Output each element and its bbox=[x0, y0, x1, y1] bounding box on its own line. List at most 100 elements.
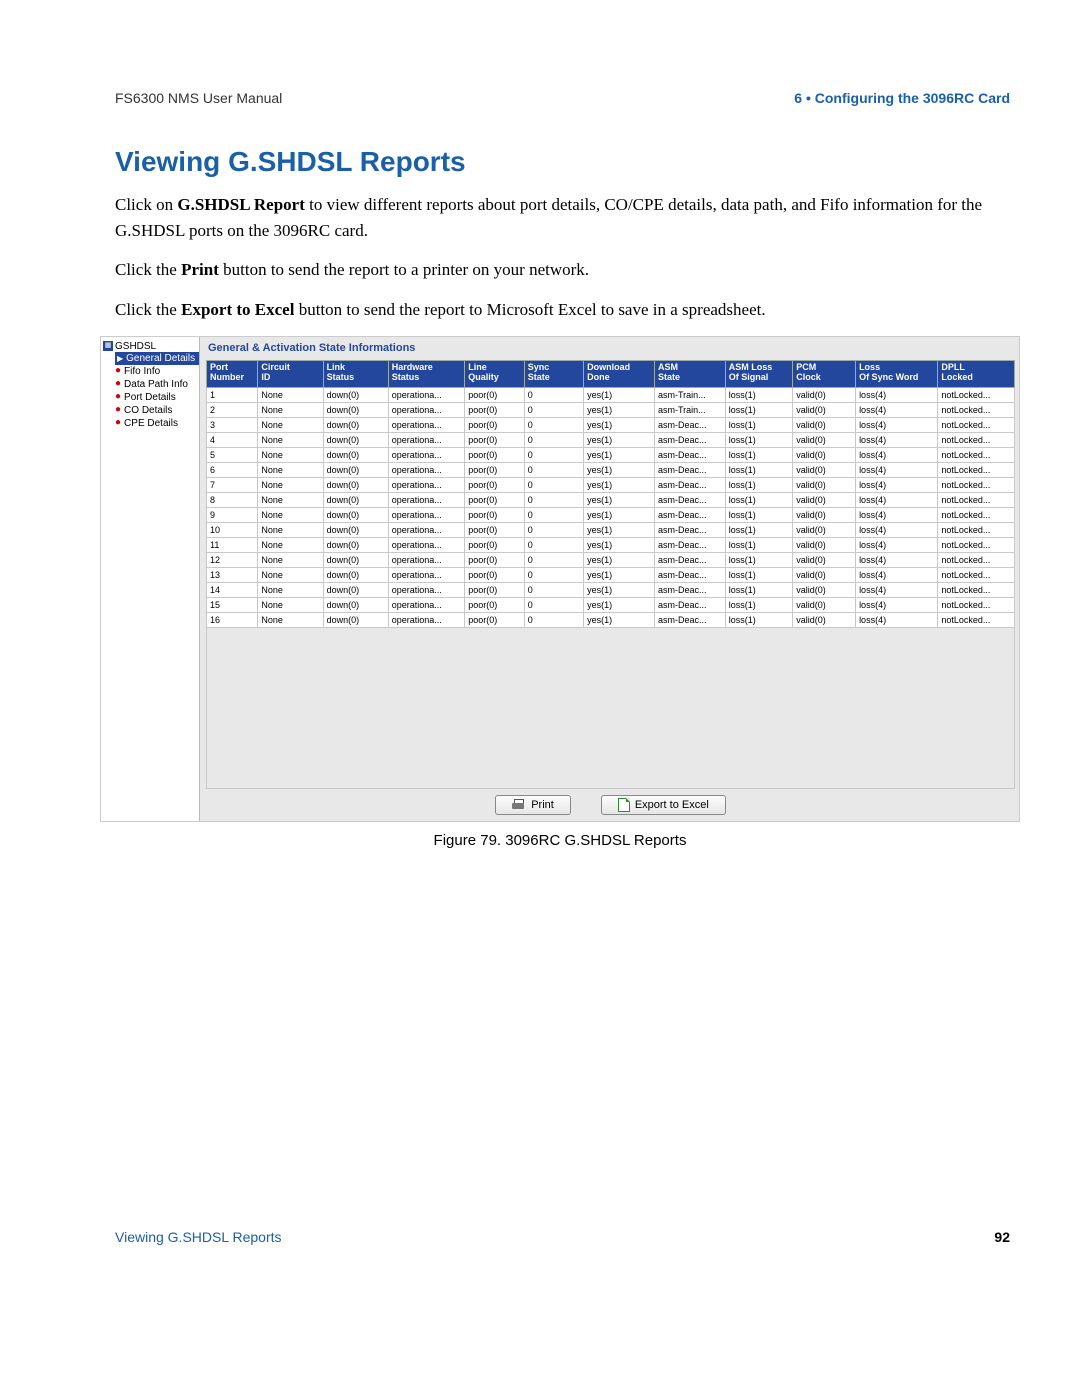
table-cell: poor(0) bbox=[465, 463, 524, 478]
pane-title: General & Activation State Informations bbox=[208, 342, 1015, 354]
table-row[interactable]: 3Nonedown(0)operationa...poor(0)0yes(1)a… bbox=[207, 418, 1015, 433]
tree-item-label: Data Path Info bbox=[124, 379, 188, 390]
table-cell: yes(1) bbox=[584, 538, 655, 553]
table-cell: yes(1) bbox=[584, 523, 655, 538]
table-cell: poor(0) bbox=[465, 583, 524, 598]
table-cell: valid(0) bbox=[793, 583, 856, 598]
tree-item[interactable]: ●Port Details bbox=[115, 391, 199, 404]
tree-root[interactable]: ▦ GSHDSL bbox=[103, 339, 199, 352]
table-row[interactable]: 2Nonedown(0)operationa...poor(0)0yes(1)a… bbox=[207, 403, 1015, 418]
table-cell: None bbox=[258, 448, 323, 463]
table-row[interactable]: 8Nonedown(0)operationa...poor(0)0yes(1)a… bbox=[207, 493, 1015, 508]
table-cell: valid(0) bbox=[793, 508, 856, 523]
table-cell: 0 bbox=[524, 463, 583, 478]
table-cell: 0 bbox=[524, 538, 583, 553]
tree-item[interactable]: ●Fifo Info bbox=[115, 365, 199, 378]
tree-item[interactable]: ●CO Details bbox=[115, 404, 199, 417]
table-cell: None bbox=[258, 388, 323, 403]
table-cell: asm-Deac... bbox=[654, 433, 725, 448]
table-cell: operationa... bbox=[388, 538, 465, 553]
table-row[interactable]: 11Nonedown(0)operationa...poor(0)0yes(1)… bbox=[207, 538, 1015, 553]
table-cell: loss(1) bbox=[725, 583, 792, 598]
table-row[interactable]: 6Nonedown(0)operationa...poor(0)0yes(1)a… bbox=[207, 463, 1015, 478]
table-cell: yes(1) bbox=[584, 403, 655, 418]
table-cell: operationa... bbox=[388, 508, 465, 523]
col-header[interactable]: SyncState bbox=[524, 361, 583, 388]
tree-item[interactable]: ●CPE Details bbox=[115, 417, 199, 430]
table-cell: asm-Deac... bbox=[654, 583, 725, 598]
table-cell: None bbox=[258, 478, 323, 493]
tree-item[interactable]: ●Data Path Info bbox=[115, 378, 199, 391]
table-cell: loss(4) bbox=[856, 568, 938, 583]
col-header[interactable]: LossOf Sync Word bbox=[856, 361, 938, 388]
col-header[interactable]: DPLLLocked bbox=[938, 361, 1015, 388]
tree-item-label: CO Details bbox=[124, 405, 172, 416]
table-cell: valid(0) bbox=[793, 493, 856, 508]
table-row[interactable]: 9Nonedown(0)operationa...poor(0)0yes(1)a… bbox=[207, 508, 1015, 523]
tree-item-label: General Details bbox=[126, 353, 195, 364]
table-row[interactable]: 16Nonedown(0)operationa...poor(0)0yes(1)… bbox=[207, 613, 1015, 628]
table-cell: loss(4) bbox=[856, 463, 938, 478]
table-cell: 10 bbox=[207, 523, 258, 538]
table-cell: notLocked... bbox=[938, 583, 1015, 598]
table-cell: asm-Train... bbox=[654, 403, 725, 418]
table-cell: 1 bbox=[207, 388, 258, 403]
table-cell: 0 bbox=[524, 448, 583, 463]
table-row[interactable]: 14Nonedown(0)operationa...poor(0)0yes(1)… bbox=[207, 583, 1015, 598]
print-button[interactable]: Print bbox=[495, 795, 571, 815]
table-cell: 0 bbox=[524, 553, 583, 568]
table-cell: 8 bbox=[207, 493, 258, 508]
header-right: 6 • Configuring the 3096RC Card bbox=[794, 90, 1010, 106]
footer-left: Viewing G.SHDSL Reports bbox=[115, 1229, 282, 1245]
table-row[interactable]: 4Nonedown(0)operationa...poor(0)0yes(1)a… bbox=[207, 433, 1015, 448]
table-cell: operationa... bbox=[388, 583, 465, 598]
table-cell: 0 bbox=[524, 523, 583, 538]
table-cell: None bbox=[258, 583, 323, 598]
table-cell: operationa... bbox=[388, 433, 465, 448]
table-cell: down(0) bbox=[323, 448, 388, 463]
table-cell: 2 bbox=[207, 403, 258, 418]
table-cell: yes(1) bbox=[584, 478, 655, 493]
table-row[interactable]: 13Nonedown(0)operationa...poor(0)0yes(1)… bbox=[207, 568, 1015, 583]
table-cell: asm-Deac... bbox=[654, 493, 725, 508]
table-cell: 0 bbox=[524, 508, 583, 523]
document-page: FS6300 NMS User Manual 6 • Configuring t… bbox=[0, 0, 1080, 1285]
table-row[interactable]: 15Nonedown(0)operationa...poor(0)0yes(1)… bbox=[207, 598, 1015, 613]
table-cell: operationa... bbox=[388, 523, 465, 538]
table-cell: down(0) bbox=[323, 433, 388, 448]
table-row[interactable]: 10Nonedown(0)operationa...poor(0)0yes(1)… bbox=[207, 523, 1015, 538]
table-cell: operationa... bbox=[388, 613, 465, 628]
col-header[interactable]: DownloadDone bbox=[584, 361, 655, 388]
table-cell: loss(1) bbox=[725, 493, 792, 508]
table-cell: loss(1) bbox=[725, 478, 792, 493]
table-cell: valid(0) bbox=[793, 598, 856, 613]
table-cell: valid(0) bbox=[793, 418, 856, 433]
col-header[interactable]: ASMState bbox=[654, 361, 725, 388]
col-header[interactable]: CircuitID bbox=[258, 361, 323, 388]
col-header[interactable]: ASM LossOf Signal bbox=[725, 361, 792, 388]
table-cell: None bbox=[258, 433, 323, 448]
table-cell: poor(0) bbox=[465, 568, 524, 583]
export-label: Export to Excel bbox=[635, 799, 709, 811]
page-header: FS6300 NMS User Manual 6 • Configuring t… bbox=[115, 90, 1010, 106]
table-row[interactable]: 7Nonedown(0)operationa...poor(0)0yes(1)a… bbox=[207, 478, 1015, 493]
col-header[interactable]: HardwareStatus bbox=[388, 361, 465, 388]
table-cell: operationa... bbox=[388, 403, 465, 418]
tree-item[interactable]: ▶General Details bbox=[115, 352, 199, 365]
col-header[interactable]: PortNumber bbox=[207, 361, 258, 388]
table-cell: yes(1) bbox=[584, 598, 655, 613]
table-row[interactable]: 1Nonedown(0)operationa...poor(0)0yes(1)a… bbox=[207, 388, 1015, 403]
col-header[interactable]: PCMClock bbox=[793, 361, 856, 388]
export-excel-button[interactable]: Export to Excel bbox=[601, 795, 726, 815]
table-cell: loss(4) bbox=[856, 598, 938, 613]
col-header[interactable]: LinkStatus bbox=[323, 361, 388, 388]
table-row[interactable]: 12Nonedown(0)operationa...poor(0)0yes(1)… bbox=[207, 553, 1015, 568]
col-header[interactable]: LineQuality bbox=[465, 361, 524, 388]
table-cell: yes(1) bbox=[584, 433, 655, 448]
table-cell: loss(4) bbox=[856, 523, 938, 538]
table-cell: yes(1) bbox=[584, 493, 655, 508]
table-cell: loss(4) bbox=[856, 388, 938, 403]
table-cell: asm-Deac... bbox=[654, 463, 725, 478]
table-row[interactable]: 5Nonedown(0)operationa...poor(0)0yes(1)a… bbox=[207, 448, 1015, 463]
table-cell: down(0) bbox=[323, 538, 388, 553]
